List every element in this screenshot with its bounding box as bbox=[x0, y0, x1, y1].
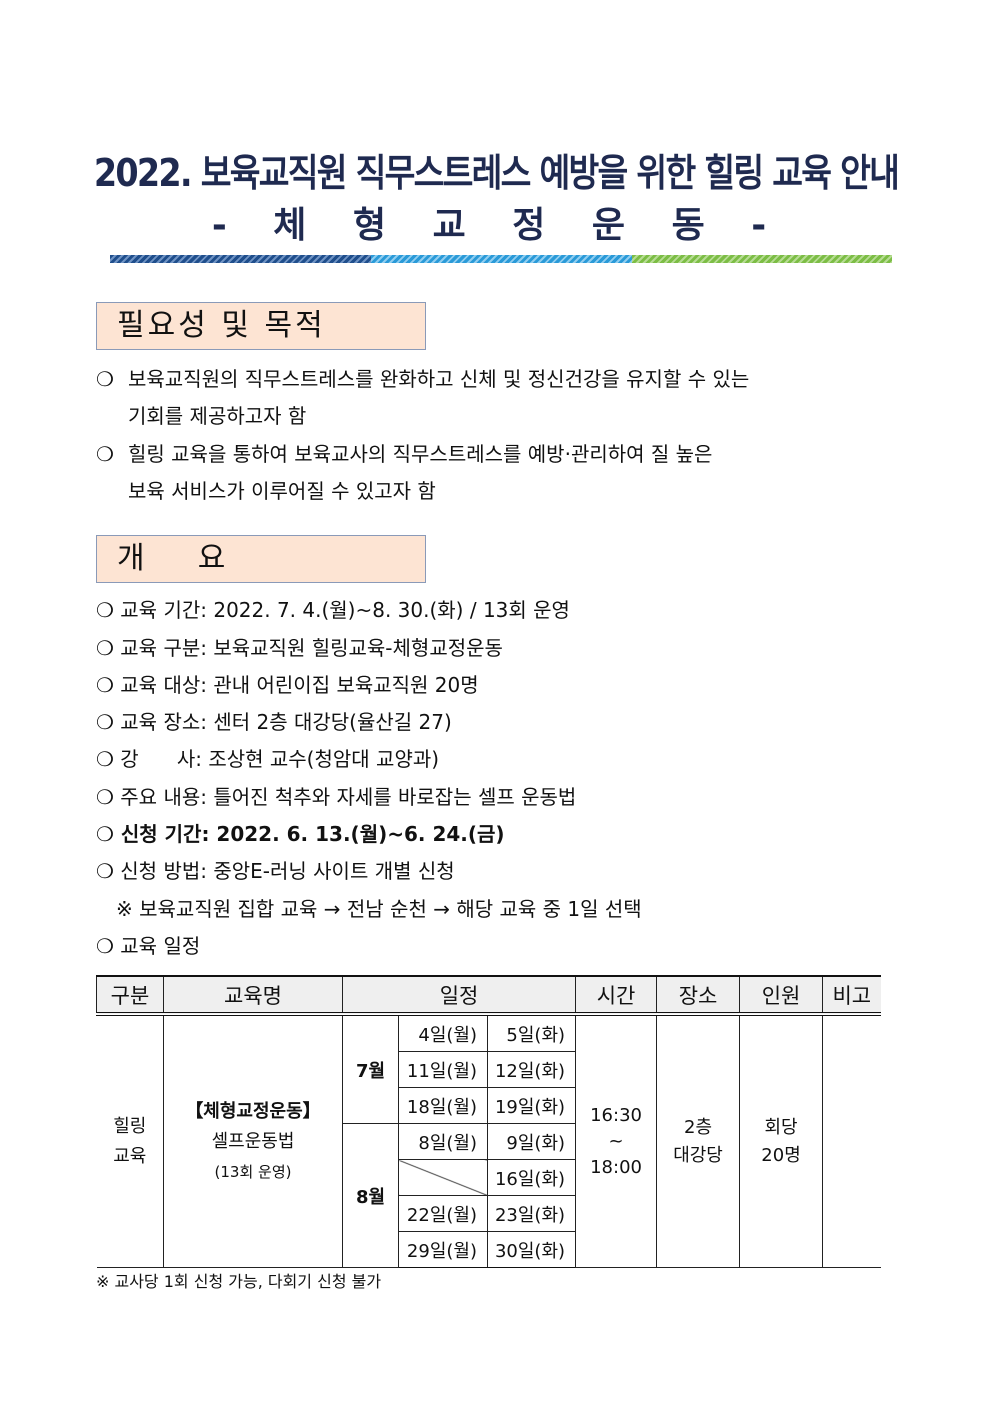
overview-target: ❍ 교육 대상: 관내 어린이집 보육교직원 20명 bbox=[96, 673, 479, 697]
bullet-icon: ❍ bbox=[96, 442, 114, 466]
table-row: 16일(화) bbox=[97, 1159, 881, 1196]
date-cell: 4일(월) bbox=[398, 1013, 488, 1052]
table-row: 22일(월) 23일(화) bbox=[97, 1195, 881, 1232]
title-divider-green bbox=[632, 255, 892, 263]
overview-application-method: ❍ 신청 방법: 중앙E-러닝 사이트 개별 신청 bbox=[96, 859, 455, 883]
table-row: 11일(월) 12일(화) bbox=[97, 1051, 881, 1088]
category-text: 교육 bbox=[113, 1145, 147, 1167]
month-july: 7월 bbox=[342, 1013, 399, 1124]
header-time: 시간 bbox=[575, 975, 658, 1016]
month-august: 8월 bbox=[342, 1123, 399, 1268]
course-subtitle: 셀프운동법 bbox=[211, 1130, 295, 1152]
date-cell: 9일(화) bbox=[486, 1123, 577, 1160]
table-row: 18일(월) 19일(화) bbox=[97, 1087, 881, 1124]
date-cell: 29일(월) bbox=[398, 1231, 488, 1268]
purpose-text: 힐링 교육을 통하여 보육교사의 직무스트레스를 예방·관리하여 질 높은 bbox=[128, 442, 713, 466]
date-cell: 12일(화) bbox=[486, 1051, 577, 1088]
date-cell: 11일(월) bbox=[398, 1051, 488, 1088]
header-schedule: 일정 bbox=[341, 975, 577, 1016]
time-separator: ~ bbox=[608, 1130, 624, 1152]
purpose-item-2: ❍ 힐링 교육을 통하여 보육교사의 직무스트레스를 예방·관리하여 질 높은 보… bbox=[96, 436, 896, 510]
title-divider-lightblue bbox=[371, 255, 632, 263]
date-cell: 22일(월) bbox=[398, 1195, 488, 1232]
header-remark: 비고 bbox=[822, 975, 881, 1016]
purpose-text: 보육교직원의 직무스트레스를 완화하고 신체 및 정신건강을 유지할 수 있는 bbox=[128, 367, 750, 391]
header-category: 구분 bbox=[96, 975, 164, 1016]
date-cell: 8일(월) bbox=[398, 1123, 488, 1160]
overview-instructor: ❍ 강 사: 조상현 교수(청암대 교양과) bbox=[96, 747, 440, 771]
header-people: 인원 bbox=[739, 975, 824, 1016]
overview-location: ❍ 교육 장소: 센터 2층 대강당(율산길 27) bbox=[96, 710, 452, 734]
time-cell: 16:30 ~18:00 bbox=[575, 1013, 658, 1268]
date-cell: 18일(월) bbox=[398, 1087, 488, 1124]
people-label: 회당 bbox=[764, 1116, 798, 1138]
document-title: 2022. 보육교직원 직무스트레스 예방을 위한 힐링 교육 안내 bbox=[93, 151, 900, 195]
place-hall: 대강당 bbox=[673, 1144, 723, 1166]
section-heading-purpose: 필요성 및 목적 bbox=[96, 302, 426, 350]
date-cell: 30일(화) bbox=[486, 1231, 577, 1268]
purpose-item-1: ❍ 보육교직원의 직무스트레스를 완화하고 신체 및 정신건강을 유지할 수 있는… bbox=[96, 361, 896, 435]
title-divider-blue bbox=[110, 255, 371, 263]
time-start: 16:30 bbox=[590, 1104, 642, 1126]
table-row: 29일(월) 30일(화) bbox=[97, 1231, 881, 1268]
date-cell: 23일(화) bbox=[486, 1195, 577, 1232]
course-cell: 【체형교정운동】 셀프운동법 (13회 운영) bbox=[163, 1013, 343, 1268]
overview-content: ❍ 주요 내용: 틀어진 척추와 자세를 바로잡는 셀프 운동법 bbox=[96, 785, 577, 809]
course-name: 【체형교정운동】 bbox=[185, 1100, 321, 1122]
time-end: 18:00 bbox=[590, 1156, 642, 1178]
place-floor: 2층 bbox=[684, 1116, 713, 1138]
header-course: 교육명 bbox=[163, 975, 343, 1016]
overview-category: ❍ 교육 구분: 보육교직원 힐링교육-체형교정운동 bbox=[96, 636, 503, 660]
date-cell: 5일(화) bbox=[486, 1013, 577, 1052]
overview-schedule-label: ❍ 교육 일정 bbox=[96, 934, 201, 958]
table-header-row: 구분 교육명 일정 시간 장소 인원 비고 bbox=[96, 975, 881, 1016]
section-heading-overview: 개 요 bbox=[96, 535, 426, 583]
document-subtitle: - 체 형 교 정 운 동 - bbox=[211, 205, 781, 246]
bullet-icon: ❍ bbox=[96, 367, 114, 391]
people-cell: 회당 20명 bbox=[739, 1013, 824, 1268]
overview-application-period: ❍ 신청 기간: 2022. 6. 13.(월)~6. 24.(금) bbox=[96, 822, 505, 846]
table-footnote: ※ 교사당 1회 신청 가능, 다회기 신청 불가 bbox=[96, 1272, 382, 1291]
date-cell-empty bbox=[398, 1159, 488, 1196]
category-text: 힐링 bbox=[113, 1115, 147, 1137]
overview-period: ❍ 교육 기간: 2022. 7. 4.(월)~8. 30.(화) / 13회 … bbox=[96, 598, 570, 622]
remark-cell bbox=[822, 1013, 881, 1268]
header-place: 장소 bbox=[656, 975, 741, 1016]
overview-note: ※ 보육교직원 집합 교육 → 전남 순천 → 해당 교육 중 1일 선택 bbox=[116, 897, 642, 921]
purpose-text: 보육 서비스가 이루어질 수 있고자 함 bbox=[128, 479, 436, 503]
date-cell: 16일(화) bbox=[486, 1159, 577, 1196]
course-note: (13회 운영) bbox=[214, 1162, 292, 1181]
people-count: 20명 bbox=[761, 1144, 801, 1166]
date-cell: 19일(화) bbox=[486, 1087, 577, 1124]
purpose-text: 기회를 제공하고자 함 bbox=[128, 404, 307, 428]
